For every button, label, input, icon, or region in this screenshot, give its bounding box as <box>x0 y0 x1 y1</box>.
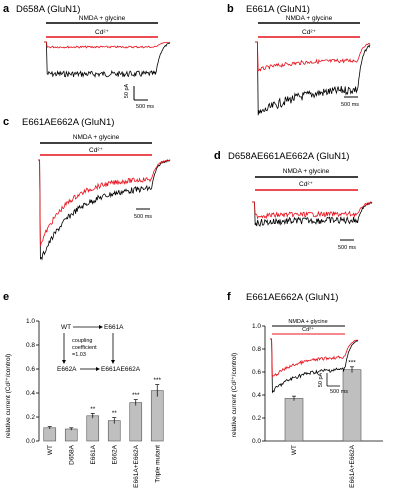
cadmium-label: Cd²⁺ <box>302 29 316 36</box>
current-traces <box>270 338 359 394</box>
y-tick-label: 1.0 <box>26 318 35 325</box>
panel-b: b E661A (GluN1) NMDA + glycine Cd²⁺ 500 … <box>227 3 371 116</box>
control-trace <box>255 41 371 116</box>
panel-letter: f <box>227 291 231 303</box>
bar <box>86 415 100 442</box>
significance-label: ** <box>112 410 118 417</box>
bar <box>43 427 57 442</box>
x-tick-label: Triple mutant <box>154 445 161 483</box>
cadmium-trace <box>44 41 171 49</box>
y-tick-label: 0.6 <box>252 369 261 376</box>
x-tick-label: WT <box>47 445 54 455</box>
control-trace <box>38 159 171 261</box>
current-traces <box>252 201 373 227</box>
panel-letter: e <box>3 291 9 303</box>
scale-x-label: 500 ms <box>134 214 152 220</box>
cadmium-trace <box>255 41 371 72</box>
bar-chart: 0.0 0.2 0.4 0.6 0.8 1.0 WT *** E661A+E662A <box>252 323 383 488</box>
y-axis-label: relative current (Cd²⁺/control) <box>5 354 12 438</box>
bar <box>150 390 164 442</box>
y-tick-label: 0.8 <box>252 346 261 353</box>
panel-title: E661AE662A (GluN1) <box>22 117 114 128</box>
current-traces <box>44 41 171 78</box>
significance-label: *** <box>153 377 161 384</box>
x-tick-label: D658A <box>68 444 75 465</box>
agonist-label: NMDA + glycine <box>283 168 330 175</box>
scale-x-label: 500 ms <box>330 389 348 395</box>
agonist-label: NMDA + glycine <box>73 134 120 141</box>
bar-chart: 0.0 0.2 0.4 0.6 0.8 1.0 WT D658A ** E661A ** E662A *… <box>26 318 164 488</box>
scheme-coefficient: coefficient <box>72 345 97 351</box>
scheme-coupling: coupling <box>72 338 93 344</box>
y-tick-label: 0.4 <box>26 390 35 397</box>
current-traces <box>38 159 171 261</box>
cadmium-label: Cd²⁺ <box>89 147 103 154</box>
x-tick-label: E662A <box>111 444 118 464</box>
significance-label: ** <box>90 406 96 413</box>
y-tick-label: 0.4 <box>252 392 261 399</box>
panel-c: c E661AE662A (GluN1) NMDA + glycine Cd²⁺… <box>3 116 171 261</box>
y-tick-label: 0.2 <box>252 415 261 422</box>
scale-x-label: 500 ms <box>136 104 154 110</box>
x-tick-label: E661A+E662A <box>349 444 356 487</box>
significance-label: *** <box>132 392 140 399</box>
bar <box>342 369 362 442</box>
y-axis-label: relative current (Cd²⁺/control) <box>231 353 238 437</box>
control-trace <box>252 201 373 227</box>
cadmium-label: Cd²⁺ <box>302 326 314 333</box>
current-traces <box>255 41 371 116</box>
x-tick-label: E661A <box>90 444 97 464</box>
significance-label: *** <box>348 359 356 366</box>
panel-a: a D658A (GluN1) NMDA + glycine Cd²⁺ 50 p… <box>3 3 171 110</box>
agonist-label: NMDA + glycine <box>288 319 327 325</box>
scale-y-label: 50 pA <box>124 83 130 98</box>
bar <box>129 402 143 442</box>
coupling-scheme: WT E661A coupling coefficient =1.03 E662… <box>57 324 141 373</box>
y-tick-label: 0.2 <box>26 414 35 421</box>
scheme-wt: WT <box>61 324 71 331</box>
cadmium-label: Cd²⁺ <box>95 29 109 36</box>
y-tick-label: 1.0 <box>252 323 261 330</box>
panel-title: D658A (GluN1) <box>16 4 80 15</box>
scheme-e661a: E661A <box>104 324 124 331</box>
bar <box>64 428 78 442</box>
panel-letter: a <box>3 3 10 15</box>
cadmium-trace <box>38 159 171 247</box>
bar <box>284 398 304 442</box>
y-tick-label: 0.8 <box>26 342 35 349</box>
x-tick-label: E661A+E662A <box>133 444 140 487</box>
agonist-label: NMDA + glycine <box>79 15 126 22</box>
scheme-double: E661AE662A <box>101 366 141 373</box>
panel-letter: d <box>214 150 221 162</box>
inset-traces: NMDA + glycine Cd²⁺ 50 pA 500 ms <box>270 319 359 395</box>
agonist-label: NMDA + glycine <box>286 15 333 22</box>
panel-e: e relative current (Cd²⁺/control) 0.0 0.2… <box>3 291 164 488</box>
x-tick-label: WT <box>291 445 298 455</box>
panel-letter: b <box>227 3 234 15</box>
scale-y-label: 50 pA <box>318 372 324 387</box>
panel-title: E661A (GluN1) <box>246 4 310 15</box>
panel-d: d D658AE661AE662A (GluN1) NMDA + glycine… <box>214 150 373 251</box>
bar <box>107 420 121 442</box>
control-trace <box>44 41 171 78</box>
panel-f: f E661AE662A (GluN1) relative current (C… <box>227 291 383 488</box>
y-tick-label: 0.6 <box>26 366 35 373</box>
panel-title: E661AE662A (GluN1) <box>246 292 338 303</box>
panel-title: D658AE661AE662A (GluN1) <box>228 151 349 162</box>
panel-letter: c <box>3 116 9 128</box>
y-tick-label: 0.0 <box>26 438 35 445</box>
scale-x-label: 500 ms <box>341 102 359 108</box>
cadmium-trace <box>270 338 359 378</box>
y-tick-label: 0.0 <box>252 438 261 445</box>
control-trace <box>270 338 359 394</box>
scheme-value: =1.03 <box>72 352 86 358</box>
cadmium-label: Cd²⁺ <box>299 181 313 188</box>
scale-x-label: 500 ms <box>338 245 356 251</box>
cadmium-trace <box>252 201 373 220</box>
scheme-e662a: E662A <box>57 366 77 373</box>
